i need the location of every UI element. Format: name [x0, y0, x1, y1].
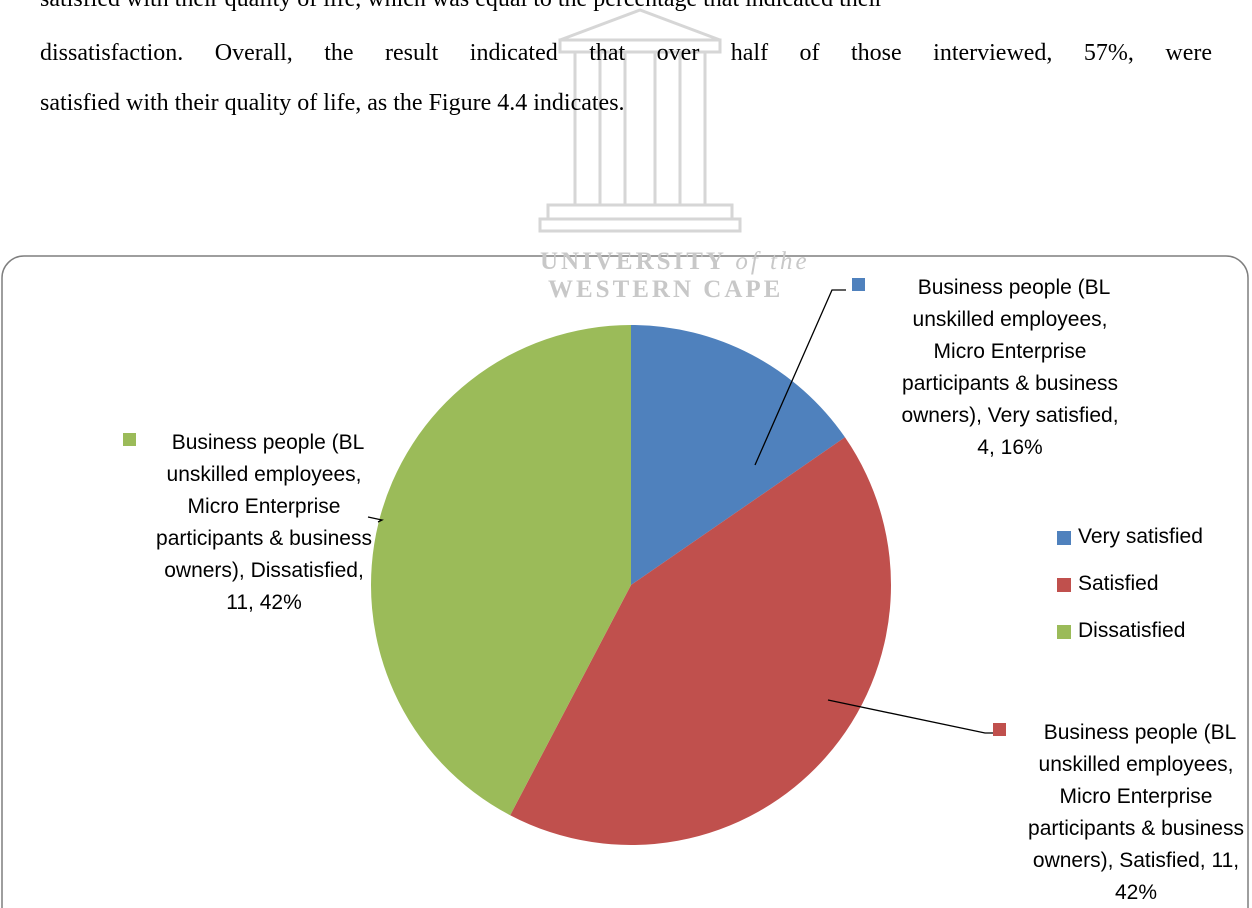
legend-key — [1057, 578, 1071, 592]
legend-key — [1057, 531, 1071, 545]
label-key — [852, 278, 865, 291]
chart-border — [1, 255, 1249, 908]
paragraph-line: satisfied with their quality of life, wh… — [40, 0, 1212, 13]
watermark-logo — [538, 8, 742, 233]
watermark-word: of the — [735, 248, 810, 275]
legend-label: Dissatisfied — [1078, 619, 1186, 642]
leader-line — [754, 289, 846, 466]
data-label: Business people (BL unskilled employees,… — [156, 431, 372, 614]
label-key — [123, 433, 136, 446]
watermark-word: UNIVERSITY — [540, 248, 727, 275]
data-label: Business people (BL unskilled employees,… — [1028, 721, 1244, 904]
watermark-text: UNIVERSITY of the — [540, 248, 810, 276]
paragraph-line: satisfied with their quality of life, as… — [40, 90, 625, 116]
paragraph-line: dissatisfaction. Overall, the result ind… — [40, 40, 1212, 66]
leader-line — [367, 516, 384, 523]
pie-slice — [631, 325, 845, 585]
pie-slice — [370, 325, 631, 816]
legend-label: Satisfied — [1078, 572, 1159, 595]
data-label: Business people (BL unskilled employees,… — [901, 276, 1119, 459]
legend-key — [1057, 625, 1071, 639]
leader-line — [827, 699, 996, 734]
pie-slice — [510, 437, 892, 845]
watermark-text: WESTERN CAPE — [548, 276, 784, 303]
label-key — [993, 723, 1006, 736]
legend-label: Very satisfied — [1078, 525, 1203, 548]
